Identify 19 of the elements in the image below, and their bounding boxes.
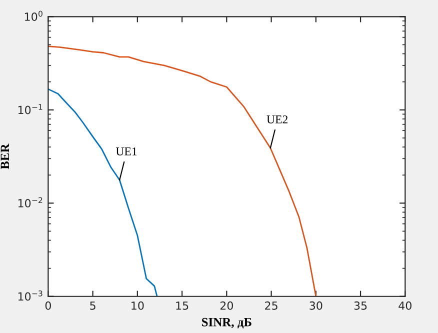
x-tick-label: 10 [132,301,144,310]
y-axis-title: BER [0,144,10,170]
y-tick-label: 10$^{−1}$ [18,104,42,114]
line-series [48,46,317,296]
x-axis-title: SINR, дБ [202,318,252,328]
x-tick-label: 20 [220,301,233,310]
x-tick-label: 40 [398,301,412,310]
y-tick-label: 10$^{−2}$ [18,197,42,208]
line-series [48,88,158,296]
y-tick-label: 10$^{0}$ [24,10,42,21]
y-tick-label: 10$^{−3}$ [18,290,42,301]
x-tick-label: 35 [354,301,367,310]
x-tick-label: 30 [310,301,322,310]
x-tick-label: 5 [90,302,96,310]
x-tick-label: 15 [176,302,188,310]
annotation: UE2 [266,115,288,124]
x-tick-label: 0 [45,301,51,310]
annotation: UE1 [116,147,137,156]
x-tick-label: 25 [265,301,278,310]
